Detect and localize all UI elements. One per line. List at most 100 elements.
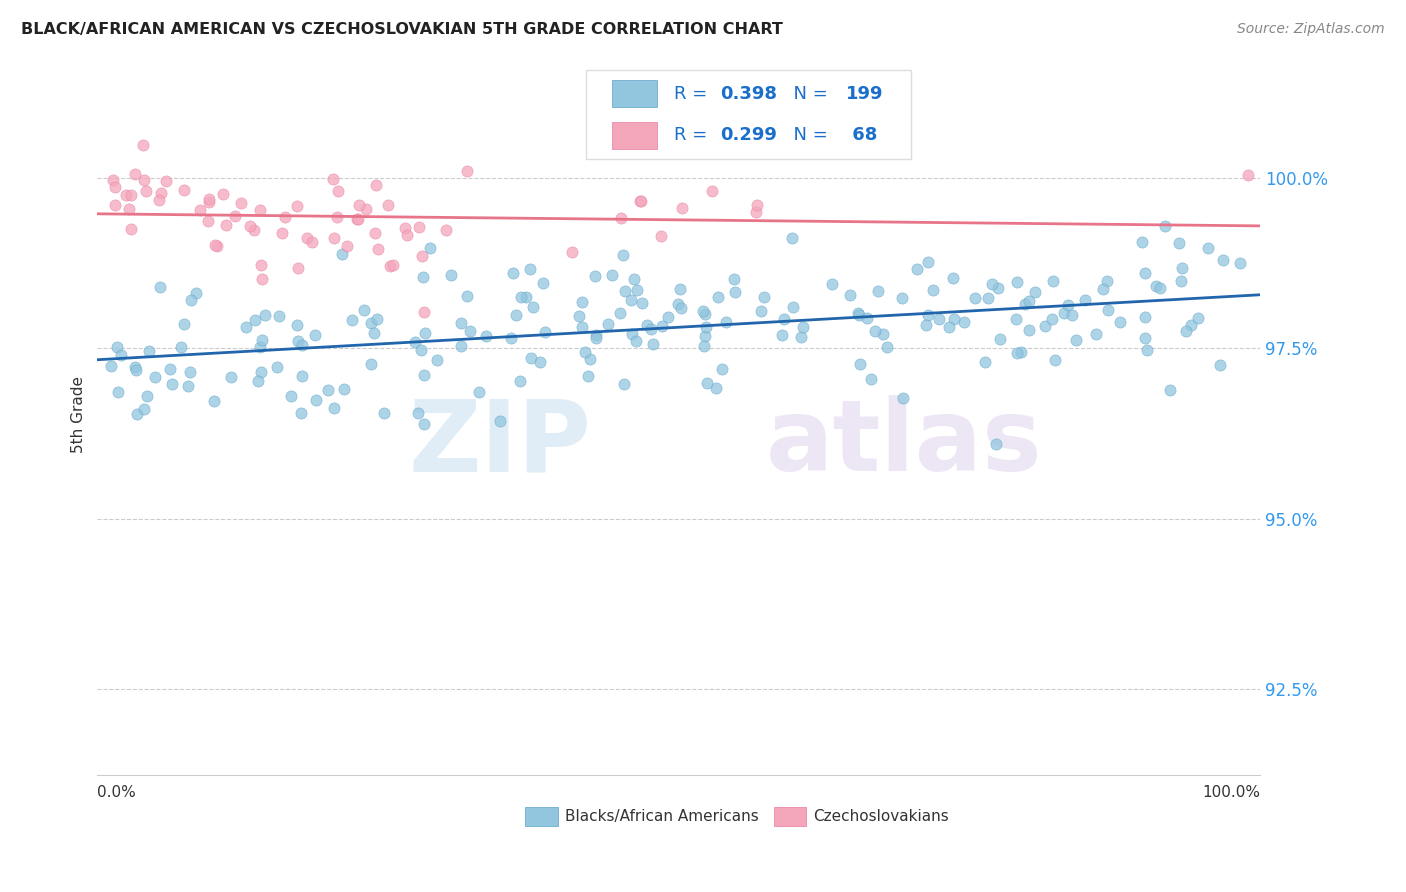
Point bbox=[651, 319, 673, 334]
Point bbox=[404, 334, 426, 349]
FancyBboxPatch shape bbox=[526, 807, 558, 826]
Point bbox=[1052, 306, 1074, 320]
Point bbox=[529, 355, 551, 369]
Point bbox=[1159, 383, 1181, 397]
Point bbox=[838, 288, 860, 302]
Point bbox=[1074, 293, 1097, 307]
Point bbox=[745, 204, 768, 219]
Point bbox=[239, 219, 262, 234]
Point bbox=[110, 348, 132, 362]
Point bbox=[668, 297, 690, 311]
Point bbox=[1056, 298, 1078, 312]
Point bbox=[412, 305, 434, 319]
Point bbox=[456, 163, 478, 178]
Point bbox=[287, 261, 309, 276]
Point bbox=[988, 332, 1011, 346]
Point bbox=[520, 351, 543, 366]
Point bbox=[159, 361, 181, 376]
Point bbox=[205, 239, 228, 253]
Point bbox=[120, 222, 142, 236]
Point bbox=[505, 308, 527, 322]
Point bbox=[917, 255, 939, 269]
Point bbox=[790, 330, 813, 344]
Point bbox=[179, 365, 201, 379]
Point bbox=[104, 197, 127, 211]
Point bbox=[173, 318, 195, 332]
Point bbox=[613, 285, 636, 299]
Point bbox=[1005, 312, 1028, 326]
Point bbox=[475, 329, 498, 343]
Point bbox=[533, 325, 555, 339]
Point bbox=[138, 344, 160, 359]
Point bbox=[509, 374, 531, 388]
Point bbox=[419, 241, 441, 255]
Point bbox=[623, 272, 645, 286]
Point bbox=[250, 258, 273, 272]
Point bbox=[252, 333, 274, 347]
Point bbox=[502, 266, 524, 280]
Point bbox=[395, 227, 418, 242]
Point bbox=[782, 230, 804, 244]
Y-axis label: 5th Grade: 5th Grade bbox=[72, 376, 86, 453]
Point bbox=[650, 228, 672, 243]
Point bbox=[1095, 274, 1118, 288]
Point bbox=[382, 259, 405, 273]
Point bbox=[326, 184, 349, 198]
Point bbox=[692, 304, 714, 318]
Point bbox=[751, 303, 773, 318]
Point bbox=[104, 180, 127, 194]
Point bbox=[297, 231, 319, 245]
Point bbox=[579, 352, 602, 367]
Point bbox=[434, 223, 457, 237]
Point bbox=[340, 313, 363, 327]
Point bbox=[1133, 266, 1156, 280]
Text: atlas: atlas bbox=[766, 395, 1042, 492]
Point bbox=[247, 374, 270, 388]
Point bbox=[347, 198, 370, 212]
Point bbox=[724, 285, 747, 299]
Point bbox=[173, 183, 195, 197]
Point bbox=[973, 355, 995, 369]
Point bbox=[723, 272, 745, 286]
Point bbox=[1130, 235, 1153, 249]
Point bbox=[325, 210, 347, 224]
Point bbox=[695, 320, 717, 334]
Point bbox=[1042, 312, 1064, 326]
Point bbox=[124, 359, 146, 374]
Point bbox=[197, 214, 219, 228]
Point bbox=[249, 340, 271, 354]
Point bbox=[977, 292, 1000, 306]
Point bbox=[135, 184, 157, 198]
Point bbox=[124, 167, 146, 181]
FancyBboxPatch shape bbox=[613, 80, 657, 108]
Point bbox=[574, 344, 596, 359]
Point bbox=[696, 376, 718, 390]
Point bbox=[274, 211, 297, 225]
Point bbox=[336, 239, 359, 253]
Point bbox=[105, 340, 128, 354]
Point bbox=[641, 337, 664, 351]
Text: 100.0%: 100.0% bbox=[1202, 785, 1260, 800]
Point bbox=[501, 330, 523, 344]
Point bbox=[219, 369, 242, 384]
Point bbox=[127, 407, 149, 421]
Point bbox=[249, 366, 271, 380]
Point bbox=[707, 290, 730, 304]
Text: Source: ZipAtlas.com: Source: ZipAtlas.com bbox=[1237, 22, 1385, 37]
Point bbox=[323, 401, 346, 416]
Point bbox=[467, 385, 489, 400]
Point bbox=[568, 309, 591, 323]
Point bbox=[269, 309, 291, 323]
Point bbox=[585, 331, 607, 345]
Point bbox=[928, 312, 950, 326]
Point bbox=[1153, 219, 1175, 233]
Point bbox=[610, 211, 633, 226]
Point bbox=[408, 406, 430, 420]
Point bbox=[322, 172, 344, 186]
Point bbox=[364, 226, 387, 240]
Point bbox=[609, 306, 631, 320]
Point bbox=[266, 359, 288, 374]
Point bbox=[855, 311, 877, 326]
Point bbox=[1197, 241, 1219, 255]
Point bbox=[291, 337, 314, 351]
